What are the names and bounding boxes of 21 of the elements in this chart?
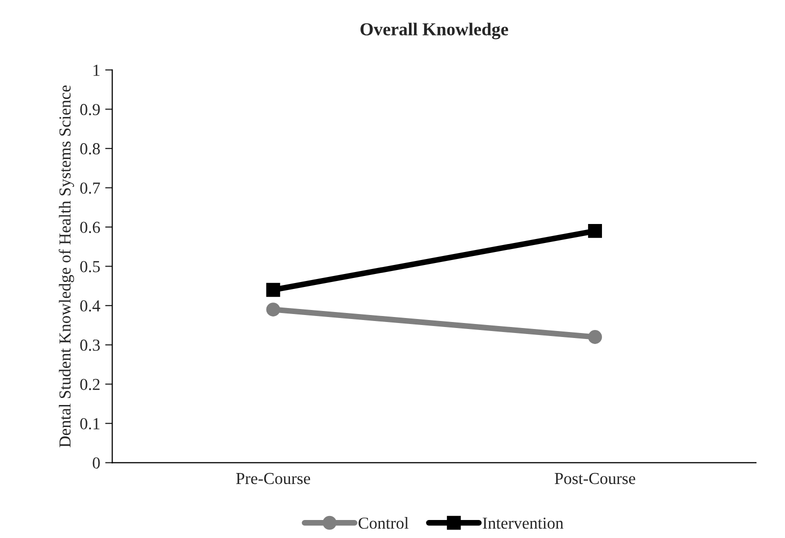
y-tick-label: 0.4 <box>80 300 100 312</box>
point <box>266 282 280 297</box>
y-tick-label: 0 <box>92 457 100 469</box>
y-tick-label: 0.7 <box>80 182 100 194</box>
y-tick-label: 0.1 <box>80 418 100 430</box>
point <box>588 224 602 238</box>
y-tick-label: 1 <box>94 64 100 76</box>
chart-title: Overall Knowledge <box>360 22 508 40</box>
legend-label: Intervention <box>482 518 564 529</box>
legend-label: Control <box>358 517 409 529</box>
y-tick-label: 0.6 <box>80 222 100 234</box>
point <box>266 302 280 316</box>
point <box>588 330 602 344</box>
x-tick-label: Pre-Course <box>236 472 310 484</box>
y-axis-title: Dental Student Knowledge of Health Systems Science <box>58 85 74 448</box>
y-tick-label: 0.2 <box>80 378 100 390</box>
x-tick-label: Post-Course <box>554 472 636 484</box>
y-tick-label: 0.5 <box>80 261 100 272</box>
y-tick-label: 0.9 <box>80 104 100 116</box>
y-tick-label: 0.3 <box>80 340 100 351</box>
y-tick-label: 0.8 <box>80 143 100 155</box>
